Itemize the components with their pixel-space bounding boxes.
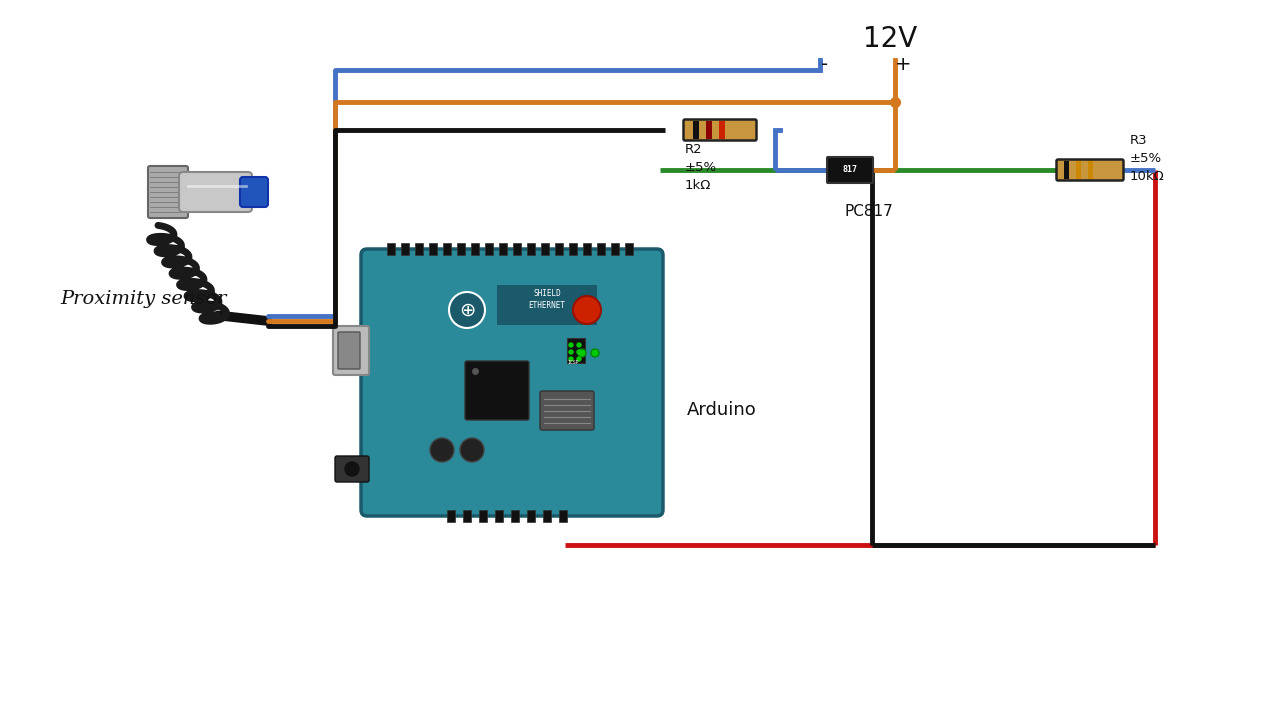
Bar xyxy=(543,510,550,522)
Circle shape xyxy=(570,357,573,361)
Bar xyxy=(447,510,454,522)
Circle shape xyxy=(460,438,484,462)
Text: Proximity sensor: Proximity sensor xyxy=(60,290,227,308)
Text: ⊕: ⊕ xyxy=(458,300,475,320)
Bar xyxy=(732,121,739,139)
Bar xyxy=(463,510,471,522)
Text: ANALOG IN: ANALOG IN xyxy=(467,528,497,533)
Bar xyxy=(527,510,535,522)
Text: R3
±5%
10kΩ: R3 ±5% 10kΩ xyxy=(1130,133,1165,182)
Bar xyxy=(1088,161,1093,179)
Text: R2
±5%
1kΩ: R2 ±5% 1kΩ xyxy=(685,143,717,192)
Text: ICSP: ICSP xyxy=(567,360,579,365)
FancyBboxPatch shape xyxy=(361,249,663,516)
Circle shape xyxy=(579,349,586,357)
Bar xyxy=(567,338,585,363)
Text: SHIELD: SHIELD xyxy=(534,289,561,297)
Text: DIGITAL (PWM~ SPI*): DIGITAL (PWM~ SPI*) xyxy=(466,232,527,237)
Bar xyxy=(707,121,712,139)
FancyBboxPatch shape xyxy=(241,177,268,207)
FancyBboxPatch shape xyxy=(827,157,873,183)
Circle shape xyxy=(570,350,573,354)
Bar xyxy=(511,510,518,522)
Text: 817: 817 xyxy=(842,166,858,174)
Bar xyxy=(485,243,493,255)
FancyBboxPatch shape xyxy=(148,166,188,218)
Bar xyxy=(497,285,596,325)
Bar xyxy=(479,510,486,522)
Bar xyxy=(495,510,503,522)
Bar xyxy=(1100,161,1105,179)
Bar xyxy=(415,243,422,255)
Circle shape xyxy=(430,438,454,462)
Bar xyxy=(1064,161,1069,179)
FancyBboxPatch shape xyxy=(335,456,369,482)
Text: ETHERNET: ETHERNET xyxy=(529,300,566,310)
Bar xyxy=(625,243,634,255)
Bar xyxy=(582,243,591,255)
Text: 12V: 12V xyxy=(863,25,918,53)
Bar xyxy=(596,243,605,255)
Bar xyxy=(556,243,563,255)
Bar xyxy=(692,121,699,139)
Bar xyxy=(719,121,724,139)
Circle shape xyxy=(346,462,358,476)
Circle shape xyxy=(591,349,599,357)
Bar xyxy=(541,243,549,255)
FancyBboxPatch shape xyxy=(338,332,360,369)
FancyBboxPatch shape xyxy=(333,326,369,375)
FancyBboxPatch shape xyxy=(540,391,594,430)
Bar xyxy=(1076,161,1082,179)
Text: PC817: PC817 xyxy=(845,204,893,219)
Bar xyxy=(499,243,507,255)
Circle shape xyxy=(577,343,581,347)
Bar xyxy=(570,243,577,255)
Bar xyxy=(457,243,465,255)
Text: +: + xyxy=(895,55,911,74)
Circle shape xyxy=(449,292,485,328)
Circle shape xyxy=(577,350,581,354)
Bar xyxy=(387,243,396,255)
FancyBboxPatch shape xyxy=(179,172,252,212)
Bar xyxy=(401,243,410,255)
Text: -: - xyxy=(822,55,828,74)
Bar xyxy=(513,243,521,255)
Bar xyxy=(443,243,451,255)
FancyBboxPatch shape xyxy=(684,120,756,140)
Bar xyxy=(527,243,535,255)
FancyBboxPatch shape xyxy=(465,361,529,420)
Bar xyxy=(471,243,479,255)
Bar xyxy=(611,243,620,255)
Circle shape xyxy=(573,296,602,324)
Text: Arduino: Arduino xyxy=(687,401,756,419)
Bar xyxy=(559,510,567,522)
Circle shape xyxy=(570,343,573,347)
Bar xyxy=(429,243,436,255)
Circle shape xyxy=(577,357,581,361)
FancyBboxPatch shape xyxy=(1056,160,1124,181)
